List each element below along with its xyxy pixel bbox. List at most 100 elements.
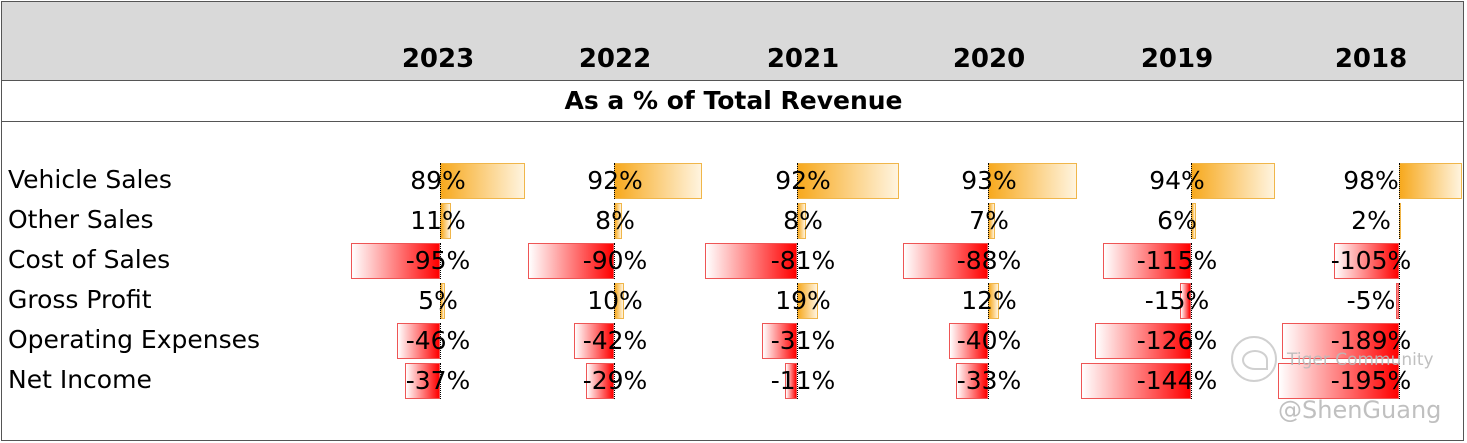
row-label-vehicle-sales: Vehicle Sales — [8, 165, 172, 194]
data-bar — [784, 363, 797, 399]
bar-axis — [1399, 283, 1400, 319]
data-bar — [1103, 243, 1191, 279]
bar-axis — [1399, 363, 1400, 399]
tiger-logo-icon — [1231, 336, 1277, 382]
bar-axis — [614, 283, 615, 319]
cell-value: -88% — [956, 246, 1022, 275]
data-bar — [705, 243, 797, 279]
cell-value: 98% — [1343, 166, 1399, 195]
bar-axis — [440, 363, 441, 399]
data-bar — [1333, 243, 1399, 279]
data-bar — [1399, 163, 1462, 199]
row-label-operating-expenses: Operating Expenses — [8, 325, 261, 354]
cell-value: 8% — [595, 206, 635, 235]
bar-axis — [1191, 283, 1192, 319]
cell-value: 92% — [775, 166, 831, 195]
cell-value: -189% — [1330, 326, 1412, 355]
cell-value: -15% — [1144, 286, 1210, 315]
bar-axis — [797, 203, 798, 239]
bar-axis — [440, 243, 441, 279]
cell-value: 5% — [418, 286, 458, 315]
cell-value: -5% — [1346, 286, 1396, 315]
year-header-2019: 2019 — [1140, 44, 1214, 74]
cell-value: -29% — [582, 366, 648, 395]
bar-axis — [1399, 203, 1400, 239]
cell-value: -81% — [770, 246, 836, 275]
bar-axis — [988, 163, 989, 199]
watermark-handle: @ShenGuang — [1278, 396, 1442, 424]
bar-axis — [440, 203, 441, 239]
row-label-cost-of-sales: Cost of Sales — [8, 245, 171, 274]
cell-value: -11% — [770, 366, 836, 395]
year-header-2021: 2021 — [766, 44, 840, 74]
data-bar — [586, 363, 614, 399]
cell-value: 11% — [410, 206, 466, 235]
data-bar — [761, 323, 797, 359]
cell-value: -195% — [1330, 366, 1412, 395]
data-bar — [1395, 283, 1399, 319]
row-label-other-sales: Other Sales — [8, 205, 154, 234]
table-subtitle: As a % of Total Revenue — [564, 86, 903, 115]
data-bar — [405, 363, 440, 399]
bar-axis — [614, 243, 615, 279]
cell-value: -126% — [1136, 326, 1218, 355]
watermark-brand: Tiger Community — [1287, 350, 1434, 370]
cell-value: -42% — [582, 326, 648, 355]
bar-axis — [797, 363, 798, 399]
data-bar — [1281, 323, 1399, 359]
bar-axis — [1399, 163, 1400, 199]
bar-axis — [440, 323, 441, 359]
cell-value: 93% — [961, 166, 1017, 195]
bar-axis — [1191, 203, 1192, 239]
cell-value: 2% — [1351, 206, 1391, 235]
data-bar — [1278, 363, 1399, 399]
cell-value: -115% — [1136, 246, 1218, 275]
data-bar — [1094, 323, 1191, 359]
bar-axis — [988, 323, 989, 359]
cell-value: 89% — [410, 166, 466, 195]
data-bar — [396, 323, 440, 359]
data-bar — [440, 163, 525, 199]
data-bar — [1081, 363, 1191, 399]
cell-value: 6% — [1157, 206, 1197, 235]
bar-axis — [1399, 243, 1400, 279]
cell-value: 94% — [1149, 166, 1205, 195]
bar-axis — [988, 283, 989, 319]
cell-value: -105% — [1330, 246, 1412, 275]
bar-axis — [614, 363, 615, 399]
bar-axis — [1191, 163, 1192, 199]
bar-axis — [1399, 323, 1400, 359]
data-bar — [614, 163, 702, 199]
year-header-2023: 2023 — [401, 44, 475, 74]
cell-value: -31% — [770, 326, 836, 355]
data-bar — [903, 243, 988, 279]
subtitle-row — [1, 81, 1464, 122]
bar-axis — [797, 243, 798, 279]
bar-axis — [440, 283, 441, 319]
row-label-gross-profit: Gross Profit — [8, 285, 152, 314]
header-row — [1, 1, 1464, 81]
bar-axis — [440, 163, 441, 199]
cell-value: -46% — [405, 326, 471, 355]
cell-value: -144% — [1136, 366, 1218, 395]
data-bar — [797, 163, 899, 199]
bar-axis — [1191, 363, 1192, 399]
cell-value: -90% — [582, 246, 648, 275]
data-bar — [528, 243, 614, 279]
cell-value: 19% — [775, 286, 831, 315]
bar-axis — [797, 163, 798, 199]
bar-axis — [988, 363, 989, 399]
data-bar — [949, 323, 988, 359]
year-header-2020: 2020 — [952, 44, 1026, 74]
bar-axis — [614, 203, 615, 239]
cell-value: -37% — [405, 366, 471, 395]
year-header-2022: 2022 — [578, 44, 652, 74]
data-bar — [573, 323, 614, 359]
cell-value: -33% — [956, 366, 1022, 395]
table-body — [1, 122, 1464, 441]
data-bar — [956, 363, 988, 399]
bar-axis — [988, 203, 989, 239]
bar-axis — [797, 283, 798, 319]
cell-value: -40% — [956, 326, 1022, 355]
